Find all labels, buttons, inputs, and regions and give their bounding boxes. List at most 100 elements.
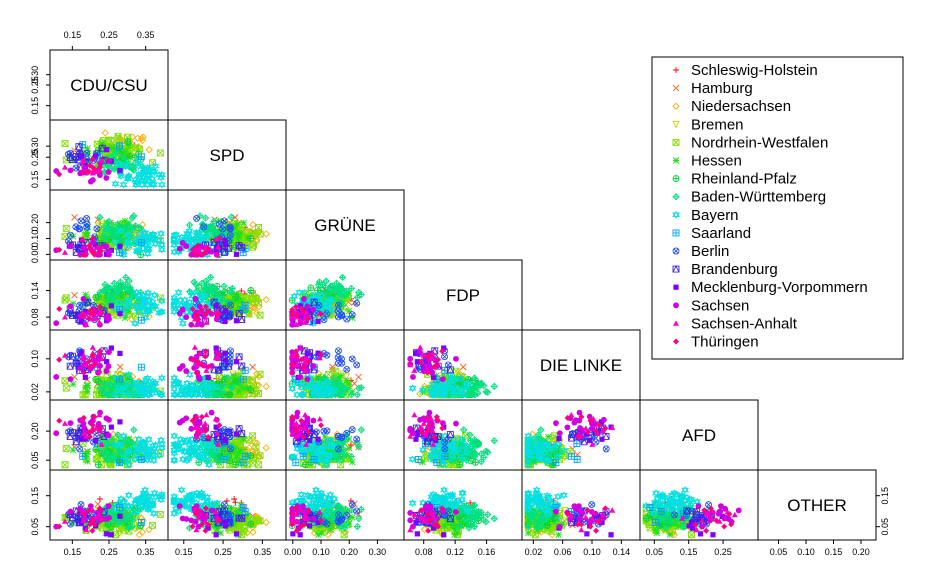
data-point-sachsen xyxy=(208,311,215,317)
data-point-brandenburg xyxy=(69,352,76,360)
data-point-bayern xyxy=(314,390,323,399)
scatter-panel-fdp-vs-spd xyxy=(167,259,287,331)
data-point-sachsen-anhalt xyxy=(215,441,222,447)
points-group xyxy=(53,409,166,469)
data-point-bayern xyxy=(157,374,166,382)
data-point-sachsen-anhalt xyxy=(96,411,103,418)
data-point-hessen xyxy=(122,372,129,379)
data-point-sachsen-anhalt xyxy=(430,441,437,447)
data-point-bayern xyxy=(148,442,157,450)
data-point-thuringen xyxy=(96,348,103,355)
data-point-sachsen xyxy=(106,251,112,258)
data-point-niedersachsen xyxy=(145,146,153,154)
data-point-bayern xyxy=(134,307,143,316)
data-point-saarland xyxy=(137,455,145,463)
data-point-bayern xyxy=(205,460,213,469)
data-point-bayern xyxy=(170,432,179,440)
variable-label: CDU/CSU xyxy=(70,76,147,95)
data-point-bayern xyxy=(456,374,465,383)
scatter-panel-die-linke-vs-grune xyxy=(285,329,405,401)
data-point-sachsen-anhalt xyxy=(89,316,96,322)
data-point-hessen xyxy=(84,458,91,465)
data-point-thuringen xyxy=(96,163,103,170)
data-point-brandenburg xyxy=(69,155,76,164)
data-point-mecklenburg-vorpommern xyxy=(222,307,229,314)
data-point-sachsen-anhalt xyxy=(429,427,436,434)
data-point-mecklenburg-vorpommern xyxy=(556,435,562,442)
data-point-hessen xyxy=(240,307,247,315)
data-point-brandenburg xyxy=(69,311,76,319)
data-point-thuringen xyxy=(294,427,301,434)
scatter-panel-afd-vs-spd xyxy=(167,399,287,471)
data-point-saarland xyxy=(220,455,228,463)
data-point-saarland xyxy=(79,452,87,460)
data-point-thuringen xyxy=(80,511,87,518)
data-point-hessen xyxy=(235,297,243,304)
data-point-baden-wurttemberg xyxy=(490,382,498,390)
data-point-thuringen xyxy=(86,315,93,322)
data-point-sachsen-anhalt xyxy=(83,526,90,533)
data-point-hessen xyxy=(234,236,242,244)
data-point-hessen xyxy=(84,388,91,395)
data-point-saarland xyxy=(137,238,145,246)
data-point-bayern xyxy=(197,291,206,300)
data-point-bayern xyxy=(134,162,143,171)
data-point-bayern xyxy=(132,302,140,311)
data-point-berlin xyxy=(335,445,342,453)
data-point-bayern xyxy=(408,384,417,393)
data-point-bayern xyxy=(451,390,459,399)
data-point-berlin xyxy=(320,427,328,435)
data-point-mecklenburg-vorpommern xyxy=(222,350,228,356)
data-point-sachsen xyxy=(553,420,559,427)
data-point-bayern xyxy=(124,502,132,510)
data-point-berlin xyxy=(335,301,342,309)
data-point-hessen xyxy=(221,302,228,309)
data-point-thuringen xyxy=(198,251,205,258)
data-point-saarland xyxy=(116,459,124,467)
data-point-bayern xyxy=(149,509,158,518)
data-point-thuringen xyxy=(86,507,93,514)
data-point-hessen xyxy=(125,307,133,315)
data-point-hessen xyxy=(348,388,356,396)
data-point-sachsen-anhalt xyxy=(96,167,103,173)
data-point-niedersachsen xyxy=(135,531,144,539)
data-point-baden-wurttemberg xyxy=(129,226,137,234)
data-point-sachsen-anhalt xyxy=(302,411,309,418)
data-point-sachsen xyxy=(192,296,199,302)
data-point-nordrhein-westfalen xyxy=(255,223,262,231)
data-point-saarland xyxy=(573,440,581,448)
data-point-sachsen xyxy=(105,169,112,175)
data-point-bayern xyxy=(463,379,472,388)
data-point-mecklenburg-vorpommern xyxy=(587,437,593,444)
points-group xyxy=(53,129,166,189)
data-point-sachsen xyxy=(89,239,96,246)
data-point-mecklenburg-vorpommern xyxy=(78,318,85,325)
data-point-thuringen xyxy=(564,414,571,421)
data-point-bayern xyxy=(179,319,187,328)
data-point-baden-wurttemberg xyxy=(116,235,124,244)
data-point-saarland xyxy=(137,519,145,526)
data-point-bayern xyxy=(124,370,133,379)
data-point-hessen xyxy=(230,448,237,456)
data-point-bayern xyxy=(124,242,133,250)
data-point-hessen xyxy=(84,144,91,152)
data-point-bayern xyxy=(524,436,533,444)
scatter-panel-other-vs-spd xyxy=(167,469,287,541)
data-point-thuringen xyxy=(596,422,603,429)
data-point-bayern xyxy=(148,389,157,397)
data-point-bayern xyxy=(440,386,448,394)
data-point-rheinland-pfalz xyxy=(232,461,240,469)
points-group xyxy=(170,344,270,399)
data-point-bayern xyxy=(208,440,217,449)
data-point-hessen xyxy=(550,444,558,452)
data-point-hamburg xyxy=(329,363,336,371)
data-point-mecklenburg-vorpommern xyxy=(104,147,110,153)
data-point-baden-wurttemberg xyxy=(338,440,346,448)
data-point-sachsen-anhalt xyxy=(83,321,90,328)
data-point-bayern xyxy=(141,297,150,305)
data-point-sachsen-anhalt xyxy=(96,511,103,517)
data-point-sachsen-anhalt xyxy=(214,430,221,436)
data-point-hessen xyxy=(234,374,242,381)
points-group xyxy=(53,486,166,539)
variable-label: DIE LINKE xyxy=(540,356,622,375)
